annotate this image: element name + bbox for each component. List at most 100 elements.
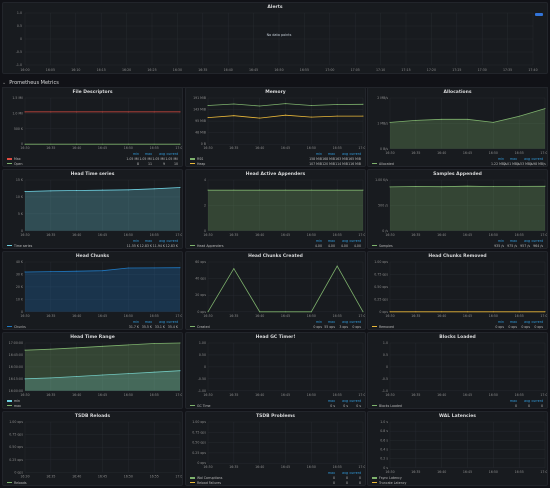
legend-column-current[interactable]: current (349, 398, 362, 403)
panel-title[interactable]: TSDB Problems (256, 414, 295, 419)
legend-column-max[interactable]: max (510, 319, 517, 324)
legend-column-current[interactable]: current (531, 398, 544, 403)
legend-column-avg[interactable]: avg (342, 319, 348, 324)
panel-head-chunks-removed[interactable]: Head Chunks Removed 1.00 ops 0.75 ops 0.50 … (367, 251, 548, 330)
legend-column-avg[interactable]: avg (342, 152, 348, 157)
panel-tsdb-reloads[interactable]: TSDB Reloads 1.00 ops 0.75 ops 0.50 ops 0.25… (2, 411, 183, 486)
panel-title[interactable]: Memory (265, 90, 286, 95)
legend-column-max[interactable]: max (328, 398, 335, 403)
legend-column-max[interactable]: max (510, 238, 517, 243)
panel-samples-appended[interactable]: Samples Appended 1.00 K/s 500 /s 0 /s 16:30 1… (367, 169, 548, 249)
panel-tsdb-problems[interactable]: TSDB Problems 1.00 ops 0.75 ops 0.50 ops 0.2… (185, 411, 366, 486)
legend-column-max[interactable]: max (328, 152, 335, 157)
panel-title[interactable]: File Descriptors (72, 90, 113, 95)
legend-column-min[interactable]: min (497, 319, 504, 324)
legend-column-current[interactable]: current (531, 156, 544, 161)
panel-head-gc-timer[interactable]: Head GC Timer! 1.00 0.50 0 -0.50 -1.00 16:30 16… (185, 332, 366, 409)
legend-column-current[interactable]: current (166, 319, 179, 324)
legend-column-max[interactable]: max (510, 156, 517, 161)
legend-column-current[interactable]: current (166, 152, 179, 157)
legend-column-current[interactable]: current (349, 471, 362, 476)
legend-column-current[interactable]: current (349, 319, 362, 324)
legend-item[interactable]: Wal Corruptions 0 0 0 (190, 476, 361, 481)
panel-title[interactable]: Head Chunks (75, 254, 110, 259)
legend-column-min[interactable]: min (497, 238, 504, 243)
legend-column-min[interactable]: min (132, 319, 139, 324)
legend-column-avg[interactable]: avg (524, 156, 530, 161)
panel-title[interactable]: Samples Appended (433, 172, 482, 177)
panel-title[interactable]: Blocks Loaded (439, 335, 476, 340)
legend-column-avg[interactable]: avg (159, 319, 165, 324)
panel-head-time-series[interactable]: Head Time series 15 K 10 K 5 K 0 16:30 16:35 16… (2, 169, 183, 249)
legend-column-min[interactable]: min (315, 319, 322, 324)
panel-title[interactable]: TSDB Reloads (74, 414, 111, 419)
legend-item[interactable]: Max 1.05 Mil 1.05 Mil 1.05 Mil 1.05 Mil (7, 157, 178, 162)
legend-item[interactable]: Blocks Loaded 0 0 0 (372, 403, 543, 408)
data-point (285, 114, 286, 116)
legend-column-avg[interactable]: avg (524, 398, 530, 403)
panel-title[interactable]: Head Active Appenders (245, 172, 306, 177)
legend-item[interactable]: min (7, 399, 178, 404)
legend-column-avg[interactable]: avg (159, 152, 165, 157)
legend-item[interactable]: Created 0 ops 55 ops 3 ops 0 ops (190, 324, 361, 329)
panel-head-chunks[interactable]: Head Chunks 40 K 30 K 20 K 10 K 0 16:30 16:35 16… (2, 251, 183, 330)
legend-item[interactable]: Allocated 1.22 MB/s 2.01 MB/s 1.53 MB/s 1.98… (372, 161, 546, 166)
panel-title[interactable]: Head Chunks Created (248, 254, 303, 259)
legend-column-current[interactable]: current (349, 152, 362, 157)
legend-column-avg[interactable]: avg (524, 319, 530, 324)
legend-column-max[interactable]: max (145, 152, 152, 157)
legend-column-current[interactable]: current (349, 238, 362, 243)
legend-column-min[interactable]: min (315, 152, 322, 157)
legend-item[interactable]: Samples 935 /s 975 /s 957 /s 964 /s (372, 243, 543, 248)
legend-column-current[interactable]: current (531, 319, 544, 324)
panel-head-time-range[interactable]: Head Time Range 17:00:00 16:45:00 16:30:00 1… (2, 332, 183, 409)
legend-item[interactable]: Removed 0 ops 0 ops 0 ops 0 ops (372, 324, 543, 329)
legend-column-avg[interactable]: avg (342, 398, 348, 403)
legend-item[interactable]: Fsync Latency (372, 476, 543, 481)
panel-memory[interactable]: Memory 191 MiB 143 MiB 95 MiB 48 MiB 0 B 16:30… (185, 87, 366, 167)
legend-column-avg[interactable]: avg (342, 238, 348, 243)
legend-item[interactable]: max (7, 403, 178, 408)
legend-column-min[interactable]: min (132, 238, 139, 243)
legend-column-max[interactable]: max (328, 238, 335, 243)
panel-legend: min max avg current Chunks 31.7 K 35.5 K 33.1 K… (7, 320, 178, 329)
panel-head-active-appenders[interactable]: Head Active Appenders 4 2 0 16:30 16:35 16:40 1… (185, 169, 366, 249)
legend-column-max[interactable]: max (510, 398, 517, 403)
legend-column-min[interactable]: min (132, 152, 139, 157)
panel-title[interactable]: Allocations (443, 90, 472, 95)
data-point (259, 117, 261, 119)
legend-item[interactable]: Heap 107 MiB 120 MiB 114 MiB 116 MiB (190, 161, 361, 166)
legend-item[interactable]: Truncate Latency (372, 480, 543, 485)
legend-item[interactable]: Chunks 31.7 K 35.5 K 33.1 K 35.4 K (7, 324, 178, 329)
legend-column-min[interactable]: min (315, 238, 322, 243)
legend-item[interactable]: RSS 158 MiB 168 MiB 163 MiB 165 MiB (190, 157, 361, 162)
panel-file-descriptors[interactable]: File Descriptors 1.5 Mil 1.0 Mil 500 K 0 16:3… (2, 87, 183, 167)
legend-column-max[interactable]: max (145, 238, 152, 243)
panel-title[interactable]: WAL Latencies (439, 414, 476, 419)
panel-title[interactable]: Head Time series (70, 172, 115, 177)
legend-item[interactable]: Reload Failures 0 0 0 (190, 480, 361, 485)
legend-column-max[interactable]: max (145, 319, 152, 324)
legend-column-avg[interactable]: avg (159, 238, 165, 243)
legend-column-max[interactable]: max (328, 319, 335, 324)
legend-column-avg[interactable]: avg (524, 238, 530, 243)
alerts-menu-button[interactable] (535, 13, 543, 16)
legend-column-min[interactable]: min (497, 156, 504, 161)
legend-column-current[interactable]: current (531, 238, 544, 243)
panel-blocks-loaded[interactable]: Blocks Loaded 1.0 0.5 0 -0.5 -1.0 16:30 16:35 16… (367, 332, 548, 409)
legend-item[interactable]: Time series 11.55 K 12.83 K 11.94 K 12.83 K (7, 243, 178, 248)
legend-item[interactable]: Open 8 11 9 10 (7, 161, 178, 166)
legend-item[interactable]: GC Time 0 s 0 s 0 s (190, 403, 361, 408)
legend-column-current[interactable]: current (166, 238, 179, 243)
x-tick-label: 16:40 (72, 233, 81, 237)
legend-item[interactable]: Head Appenders 4.00 4.00 4.00 4.00 (190, 243, 361, 248)
legend-column-avg[interactable]: avg (342, 471, 348, 476)
panel-wal-latencies[interactable]: WAL Latencies 1.0 s 0.8 s 0.6 s 0.4 s 0.2 s 0 … (367, 411, 548, 486)
panel-title[interactable]: Head Time Range (70, 335, 115, 340)
panel-title[interactable]: Head GC Timer! (255, 335, 296, 340)
panel-head-chunks-created[interactable]: Head Chunks Created 60 ops 40 ops 20 ops 0 o… (185, 251, 366, 330)
panel-title[interactable]: Head Chunks Removed (428, 254, 487, 259)
legend-item[interactable]: Reloads (7, 480, 178, 485)
legend-column-max[interactable]: max (328, 471, 335, 476)
panel-allocations[interactable]: Allocations 2 MB/s 1 MB/s 0 B/s 16:30 16:35 16… (367, 87, 548, 167)
